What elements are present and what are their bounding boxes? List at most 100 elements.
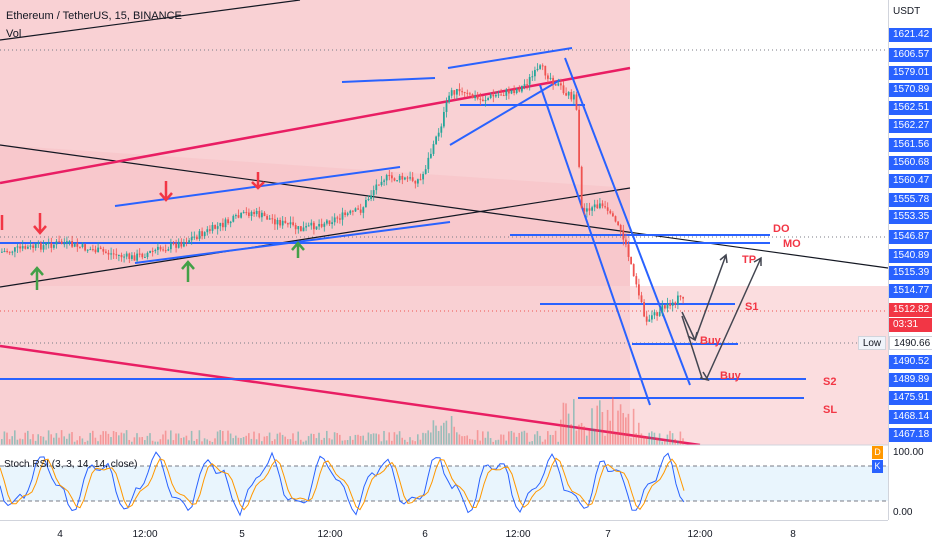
volume-bar [515,436,518,445]
candle-body [505,89,508,96]
time-label: 6 [422,529,428,540]
candle-body [27,246,29,249]
up-arrow-green [181,260,195,282]
candle-body [427,157,430,170]
candle-body [409,177,411,179]
volume-bar [112,431,115,445]
volume-bar [510,430,513,445]
volume-bar [331,439,333,445]
price-axis[interactable]: USDT 1621.42 1606.57 1579.01 1570.89 1562.51… [888,0,932,520]
rsi-badge-k: K [872,460,883,473]
volume-bar [430,432,432,445]
candle-body [141,253,144,258]
candle-body [632,264,635,277]
candle-body [619,225,622,230]
volume-bar [352,439,354,445]
time-label: 8 [790,529,796,540]
volume-bar [123,433,125,445]
price-tag: 1467.18 [889,428,932,442]
candle-body [3,251,6,253]
volume-bar [76,440,78,445]
trend-line-black [0,187,631,288]
candle-body [29,245,32,247]
candles [1,63,684,326]
volume-bar [492,441,494,445]
volume-bar [32,434,34,445]
candle-body [305,226,307,228]
volume-bar [305,440,307,445]
candle-body [354,208,357,212]
candle-body [541,65,544,67]
volume-bar [453,426,455,445]
time-label: 4 [57,529,63,540]
volume-bar [66,438,68,445]
candle-body [287,223,289,225]
volume-bar [125,430,128,445]
volume-bar [463,436,466,445]
price-chart[interactable]: DO MO TP S1 Buy Buy S2 SL [0,0,888,520]
volume-bar [406,441,409,445]
volume-bar [323,437,325,445]
candle-body [612,213,614,217]
volume-bar [315,438,318,445]
volume-bar [388,432,390,445]
volume-bar [219,430,221,445]
volume-bar [89,432,91,445]
candle-body [469,93,471,95]
candle-body [255,210,258,215]
volume-bar [81,438,84,445]
volume-bar [131,441,133,445]
candle-body [307,225,310,227]
candle-body [151,250,154,252]
volume-bar [562,402,565,445]
volume-bar [541,441,544,445]
volume-bar [313,434,315,445]
volume-bar [141,436,143,445]
projection-path [681,253,762,382]
candle-body [40,242,42,250]
candle-body [570,91,573,100]
candle-body [489,94,492,99]
candle-body [458,88,461,92]
candle-body [583,208,586,212]
volume-bar [682,438,684,445]
volume-bar [588,430,591,445]
candle-body [198,231,201,240]
currency-label: USDT [893,6,921,17]
volume-bar [110,437,112,445]
candle-body [323,223,326,227]
candle-body [253,211,255,215]
candle-body [328,220,331,225]
volume-bar [216,431,219,445]
time-axis[interactable]: 4 12:00 5 12:00 6 12:00 7 12:00 8 [0,520,888,551]
candle-body [297,226,300,230]
volume-bar [367,432,370,445]
volume-bar [354,434,357,445]
volume-bar [440,425,442,445]
volume-bar [593,428,596,445]
candle-body [289,222,292,225]
volume-bar [575,430,578,445]
volume-bar [547,431,549,445]
candle-body [404,177,406,180]
price-tag: 1621.42 [889,28,932,42]
candle-body [461,91,463,93]
candle-body [268,218,271,220]
volume-bar [344,440,346,445]
candle-body [34,243,37,248]
volume-bar [612,396,614,445]
candle-body [105,251,107,253]
candle-body [531,76,534,78]
volume-bar [261,441,263,445]
volume-bar [276,433,279,445]
volume-bar [328,438,331,445]
candle-body [521,85,523,92]
candle-body [487,98,489,101]
candle-body [645,316,648,322]
candle-body [630,256,632,265]
price-tag: 1490.66 [889,336,932,350]
volume-bar [557,441,559,445]
candle-body [513,90,515,94]
volume-bar [27,430,29,445]
volume-bar [526,432,528,445]
